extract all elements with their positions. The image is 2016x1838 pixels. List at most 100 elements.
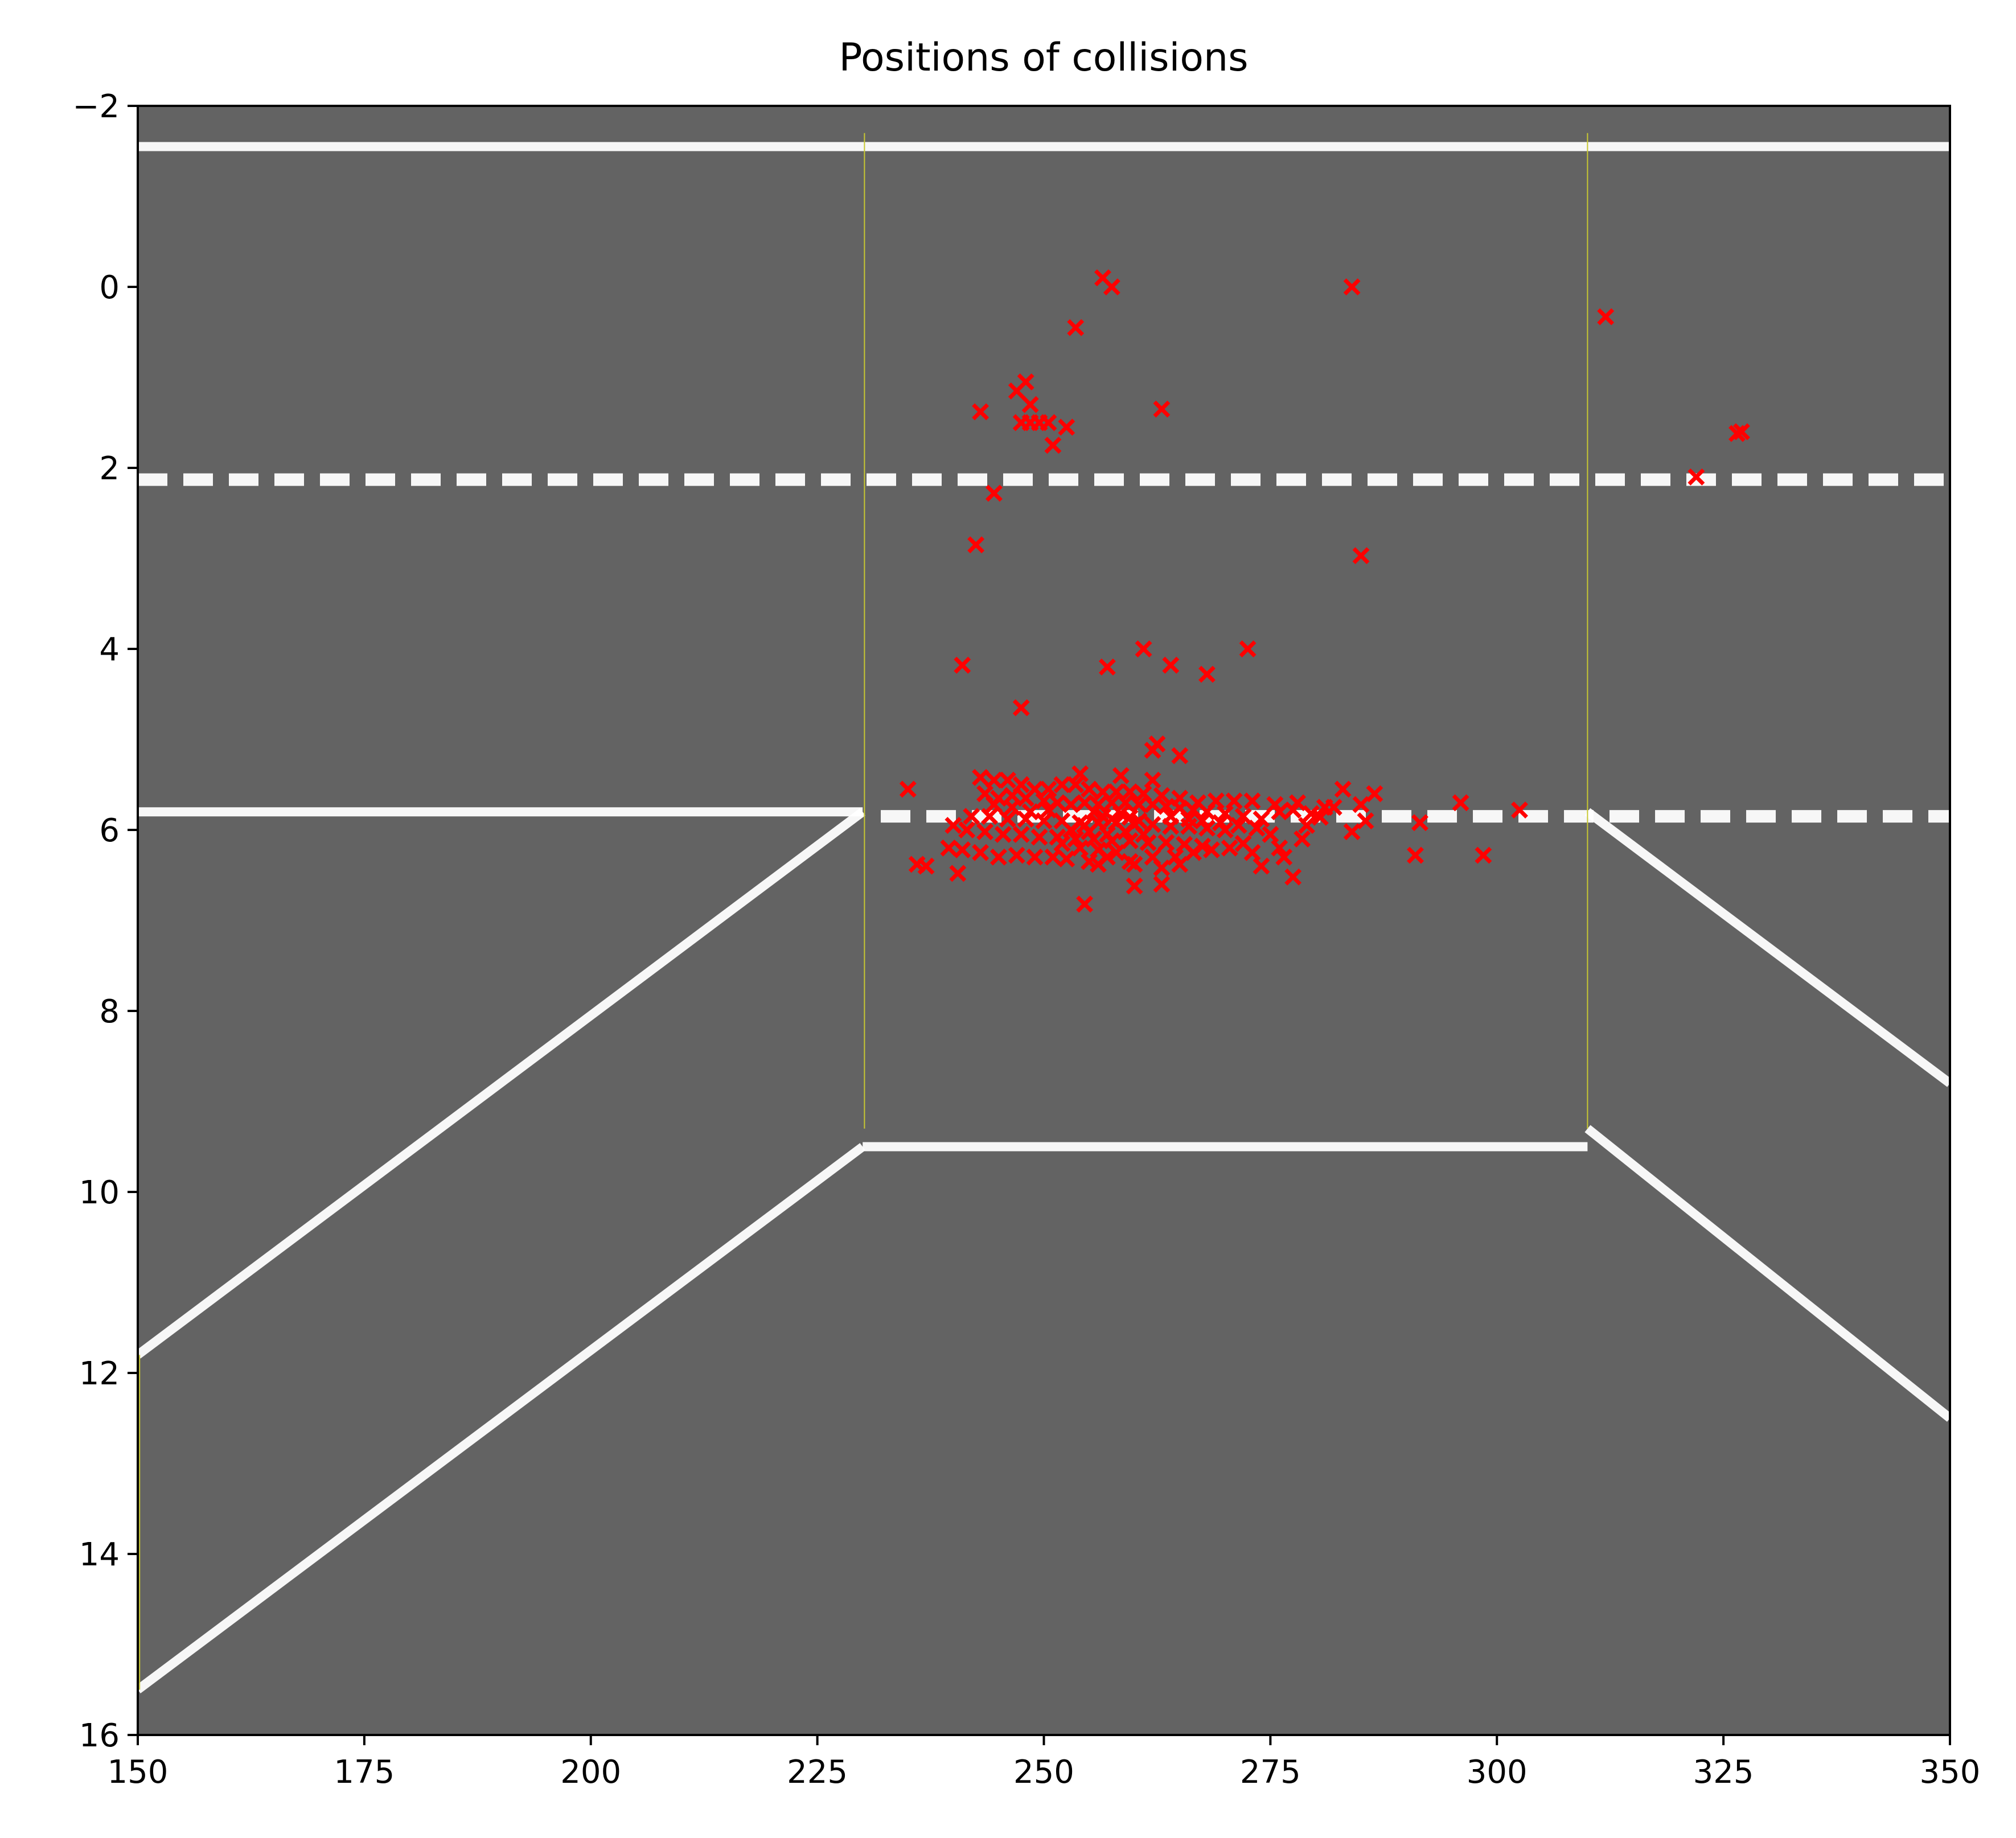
chart-title: Positions of collisions — [839, 35, 1248, 80]
collision-point — [1003, 799, 1021, 816]
collision-point — [1284, 801, 1302, 819]
y-tick-label: 14 — [79, 1536, 120, 1573]
collision-point — [1294, 830, 1311, 848]
collision-point — [1026, 848, 1044, 866]
collision-point — [1334, 780, 1352, 798]
collision-point — [1121, 832, 1139, 850]
collision-point — [917, 857, 935, 875]
collision-point — [1407, 846, 1424, 864]
collision-markers — [899, 269, 1750, 913]
collision-point — [1112, 767, 1130, 784]
collision-point — [1103, 810, 1120, 828]
collision-point — [1243, 792, 1261, 810]
collision-point — [963, 808, 980, 825]
x-tick-label: 325 — [1693, 1754, 1754, 1791]
collision-point — [1035, 812, 1053, 830]
x-tick-label: 200 — [560, 1754, 621, 1791]
x-tick-label: 150 — [108, 1754, 169, 1791]
collision-point — [1044, 437, 1062, 454]
collision-point — [994, 826, 1012, 843]
collision-point — [1107, 844, 1125, 861]
collision-point — [1216, 805, 1234, 823]
y-tick-label: 0 — [99, 269, 120, 306]
collision-point — [1239, 640, 1257, 657]
collision-point — [945, 817, 962, 834]
x-axis: 150 175 200 225 250 275 300 325 350 — [108, 1735, 1980, 1791]
collision-point — [1040, 780, 1057, 798]
collision-point — [949, 865, 967, 882]
collision-point — [1062, 821, 1080, 838]
collision-point — [1298, 817, 1315, 834]
collision-point — [1035, 792, 1053, 810]
collision-point — [1157, 797, 1175, 815]
y-tick-label: 8 — [99, 993, 120, 1030]
y-tick-label: −2 — [72, 88, 120, 125]
collision-point — [1067, 776, 1085, 793]
collision-point — [1144, 742, 1161, 759]
collision-point — [1040, 414, 1057, 431]
collision-point — [1171, 856, 1189, 873]
collision-point — [1262, 826, 1279, 843]
x-tick-label: 250 — [1013, 1754, 1074, 1791]
collision-point — [1198, 665, 1216, 683]
collision-point — [1144, 771, 1161, 789]
y-tick-label: 12 — [79, 1355, 120, 1392]
road-layout-image — [138, 133, 1950, 1693]
collision-point — [1243, 844, 1261, 861]
collision-point — [1311, 808, 1329, 826]
collision-point — [1366, 785, 1383, 803]
collision-point — [972, 403, 989, 421]
collision-point — [1343, 823, 1361, 841]
collision-point — [972, 768, 989, 786]
collision-point — [1253, 810, 1270, 828]
collision-point — [989, 848, 1007, 866]
collision-point — [1225, 792, 1243, 810]
y-axis: −2 0 2 4 6 8 10 12 14 16 — [72, 88, 138, 1754]
collision-point — [1153, 400, 1171, 418]
collision-point — [1058, 418, 1075, 436]
collision-point — [1202, 841, 1220, 858]
left-ramp-upper — [138, 808, 865, 1359]
right-ramp-lower — [1584, 1125, 1950, 1422]
collision-point — [1728, 425, 1746, 442]
collision-point — [958, 821, 976, 838]
collision-point — [972, 844, 989, 861]
collision-point — [1053, 834, 1071, 852]
collision-point — [1021, 396, 1039, 413]
collision-point — [1116, 823, 1134, 841]
collision-point — [954, 841, 971, 858]
collision-point — [986, 771, 1003, 789]
collision-point — [1126, 856, 1143, 873]
collision-point — [1098, 658, 1116, 676]
right-ramp-upper — [1584, 808, 1950, 1087]
collision-point — [1352, 547, 1370, 565]
collision-point — [1194, 812, 1211, 830]
collision-point — [1008, 382, 1025, 400]
collision-point — [1325, 799, 1342, 816]
collision-point — [1071, 765, 1089, 783]
collision-point — [1071, 839, 1089, 857]
collision-point — [1017, 790, 1034, 807]
collision-point — [1284, 868, 1302, 886]
collision-point — [1135, 826, 1152, 843]
collision-point — [981, 808, 998, 825]
collision-point — [1275, 848, 1293, 866]
collision-point — [1352, 796, 1370, 813]
collision-point — [986, 484, 1003, 502]
collision-point — [1135, 640, 1152, 657]
collision-point — [1067, 319, 1085, 336]
x-tick-label: 275 — [1240, 1754, 1301, 1791]
collision-point — [1058, 850, 1075, 867]
collision-point — [1076, 895, 1094, 913]
collision-point — [1081, 780, 1098, 798]
collision-point — [1021, 803, 1039, 821]
collision-point — [1171, 747, 1189, 764]
collision-point — [1271, 839, 1288, 857]
collision-point — [967, 536, 985, 554]
collision-point — [1103, 278, 1120, 295]
collision-point — [1234, 808, 1252, 825]
y-tick-label: 16 — [79, 1717, 120, 1754]
y-tick-label: 2 — [99, 450, 120, 487]
y-tick-label: 4 — [99, 631, 120, 668]
collision-point — [1008, 846, 1025, 864]
